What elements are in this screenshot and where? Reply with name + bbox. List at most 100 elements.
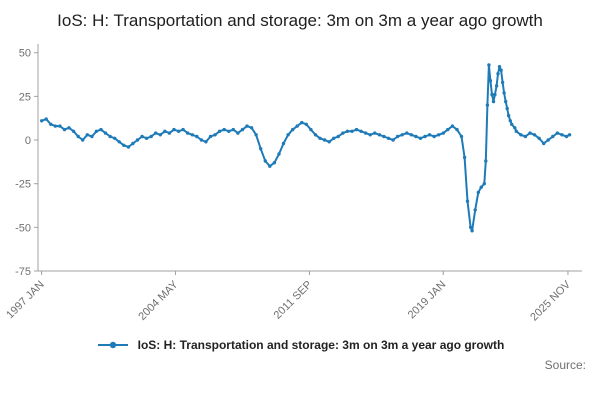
data-point <box>468 225 473 230</box>
data-point <box>154 131 158 135</box>
data-point <box>418 136 423 141</box>
data-point <box>359 129 363 134</box>
data-point <box>122 143 126 148</box>
data-point <box>245 124 249 128</box>
data-point <box>354 127 359 132</box>
data-point <box>510 122 514 127</box>
data-point <box>199 138 204 142</box>
data-point <box>322 138 327 142</box>
data-point <box>94 129 99 134</box>
data-point <box>437 133 441 137</box>
data-point <box>236 131 240 135</box>
data-point <box>71 129 76 134</box>
data-point <box>103 131 108 135</box>
data-point <box>386 136 391 141</box>
y-axis-tick-label: 50 <box>19 48 31 60</box>
data-point <box>163 129 167 134</box>
chart-title: IoS: H: Transportation and storage: 3m o… <box>57 11 543 30</box>
data-point <box>131 141 135 146</box>
data-point <box>195 134 199 139</box>
source-caption: Source: <box>544 358 586 373</box>
data-point <box>459 134 464 139</box>
data-point <box>272 161 277 165</box>
data-point <box>53 124 57 128</box>
data-point <box>44 117 48 121</box>
data-point <box>382 134 386 139</box>
data-point <box>373 131 377 135</box>
data-point <box>213 133 217 137</box>
y-axis-tick-label: -50 <box>15 222 31 234</box>
data-point <box>254 133 258 137</box>
x-axis-tick-label: 2019 JAN <box>406 279 449 322</box>
y-axis-tick-label: 25 <box>19 91 31 103</box>
data-point <box>455 127 459 132</box>
data-point <box>99 127 103 132</box>
data-point <box>336 134 340 139</box>
data-point <box>345 129 350 134</box>
data-point <box>368 133 372 137</box>
data-point <box>227 129 231 134</box>
data-point <box>546 138 550 142</box>
data-point <box>491 99 496 104</box>
data-point <box>85 133 90 137</box>
x-axis-tick-label: 2025 NOV <box>528 278 573 323</box>
data-point <box>167 131 172 135</box>
data-point <box>76 134 80 139</box>
data-point <box>217 129 222 134</box>
data-point <box>327 140 331 144</box>
data-point <box>240 127 245 132</box>
data-point <box>304 122 308 127</box>
x-axis-tick-label: 1997 JAN <box>4 279 47 322</box>
data-point <box>49 122 53 127</box>
data-point <box>485 103 490 107</box>
data-point <box>473 208 477 212</box>
data-point <box>181 127 185 132</box>
data-point <box>496 72 500 76</box>
data-point <box>502 91 506 95</box>
data-point <box>441 131 445 135</box>
data-point <box>113 136 117 141</box>
data-point <box>508 119 512 123</box>
data-point <box>414 134 418 139</box>
legend-line-icon <box>97 341 128 349</box>
data-point <box>567 133 572 137</box>
data-point <box>291 127 295 132</box>
data-point <box>117 140 121 144</box>
data-point <box>506 113 511 118</box>
data-point <box>514 129 518 134</box>
data-point <box>446 127 450 132</box>
data-point <box>300 120 304 125</box>
data-point <box>277 152 281 156</box>
data-point <box>560 133 564 137</box>
data-point <box>450 124 455 128</box>
data-point <box>231 127 235 132</box>
data-point <box>505 106 509 111</box>
data-point <box>58 124 62 128</box>
data-point <box>126 145 131 149</box>
data-point <box>490 92 494 97</box>
legend: IoS: H: Transportation and storage: 3m o… <box>0 336 600 354</box>
data-point <box>427 133 432 137</box>
data-point <box>90 134 94 139</box>
data-point <box>423 134 427 139</box>
data-point <box>295 124 299 128</box>
data-point <box>263 159 267 163</box>
data-point <box>364 131 368 135</box>
y-axis-tick-label: -25 <box>15 179 31 191</box>
data-point <box>465 199 470 203</box>
data-point <box>400 133 404 137</box>
data-point <box>313 133 318 137</box>
data-point <box>172 127 176 132</box>
data-point <box>62 127 67 132</box>
data-point <box>140 134 144 139</box>
data-point <box>551 134 555 139</box>
data-point <box>259 147 263 151</box>
data-point <box>176 129 181 134</box>
data-point <box>519 133 523 137</box>
data-point <box>81 138 85 142</box>
data-point <box>542 141 546 146</box>
data-point <box>332 136 336 141</box>
data-point <box>286 133 290 137</box>
